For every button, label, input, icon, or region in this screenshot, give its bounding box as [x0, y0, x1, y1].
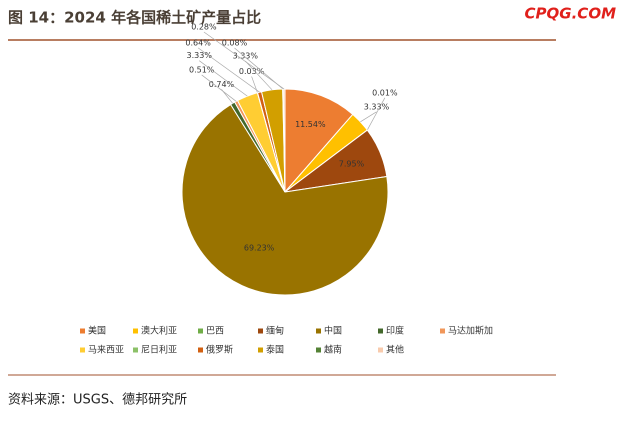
value-label: 0.03%	[239, 67, 265, 76]
legend-swatch	[258, 347, 263, 353]
legend-label: 印度	[386, 325, 404, 337]
leader-line	[201, 74, 237, 102]
legend-label: 澳大利亚	[141, 325, 177, 337]
pie-slice	[284, 88, 354, 194]
legend-label: 俄罗斯	[206, 344, 233, 356]
legend-swatch	[198, 328, 203, 334]
value-label: 0.28%	[191, 23, 217, 32]
value-label: 0.64%	[185, 38, 211, 47]
legend-label: 其他	[386, 344, 404, 356]
logo: CPQG.COM	[525, 5, 617, 23]
value-label: 0.01%	[372, 88, 398, 97]
leader-line	[360, 111, 377, 123]
legend-swatch	[258, 328, 263, 334]
legend-swatch	[378, 347, 383, 353]
legend-label: 马来西亚	[88, 345, 124, 356]
leader-line	[199, 60, 248, 97]
legend-label: 美国	[88, 325, 106, 337]
legend-swatch	[80, 347, 85, 353]
value-label: 3.33%	[364, 102, 390, 111]
legend-swatch	[80, 328, 85, 334]
legend-label: 泰国	[266, 344, 284, 356]
leader-line	[366, 97, 386, 131]
legend-swatch	[133, 347, 138, 353]
source: 资料来源：USGS、德邦研究所	[8, 393, 187, 408]
value-label: 11.54%	[295, 120, 326, 129]
legend-label: 马达加斯加	[448, 325, 493, 337]
legend-label: 尼日利亚	[141, 344, 177, 356]
leader-line	[245, 60, 273, 91]
legend-label: 越南	[324, 344, 342, 356]
chart-title: 图 14：2024 年各国稀土矿产量占比	[8, 9, 261, 27]
legend-swatch	[316, 347, 321, 353]
legend-swatch	[378, 328, 383, 334]
value-label: 7.95%	[339, 160, 365, 169]
value-label: 0.08%	[222, 39, 248, 48]
value-label: 3.33%	[233, 51, 259, 60]
legend-swatch	[440, 328, 445, 334]
value-label: 0.51%	[189, 65, 215, 74]
legend-label: 巴西	[206, 326, 224, 337]
leader-line	[197, 47, 260, 93]
legend-swatch	[133, 328, 138, 334]
value-label: 0.74%	[209, 80, 235, 89]
value-label: 3.33%	[187, 51, 213, 60]
legend-label: 中国	[324, 325, 342, 337]
legend-label: 缅甸	[266, 325, 284, 337]
legend-swatch	[316, 328, 321, 334]
value-label: 69.23%	[244, 244, 275, 253]
pie-slice	[181, 103, 389, 296]
leader-line	[203, 31, 285, 90]
legend-swatch	[198, 347, 203, 353]
pie-slice	[282, 88, 286, 193]
